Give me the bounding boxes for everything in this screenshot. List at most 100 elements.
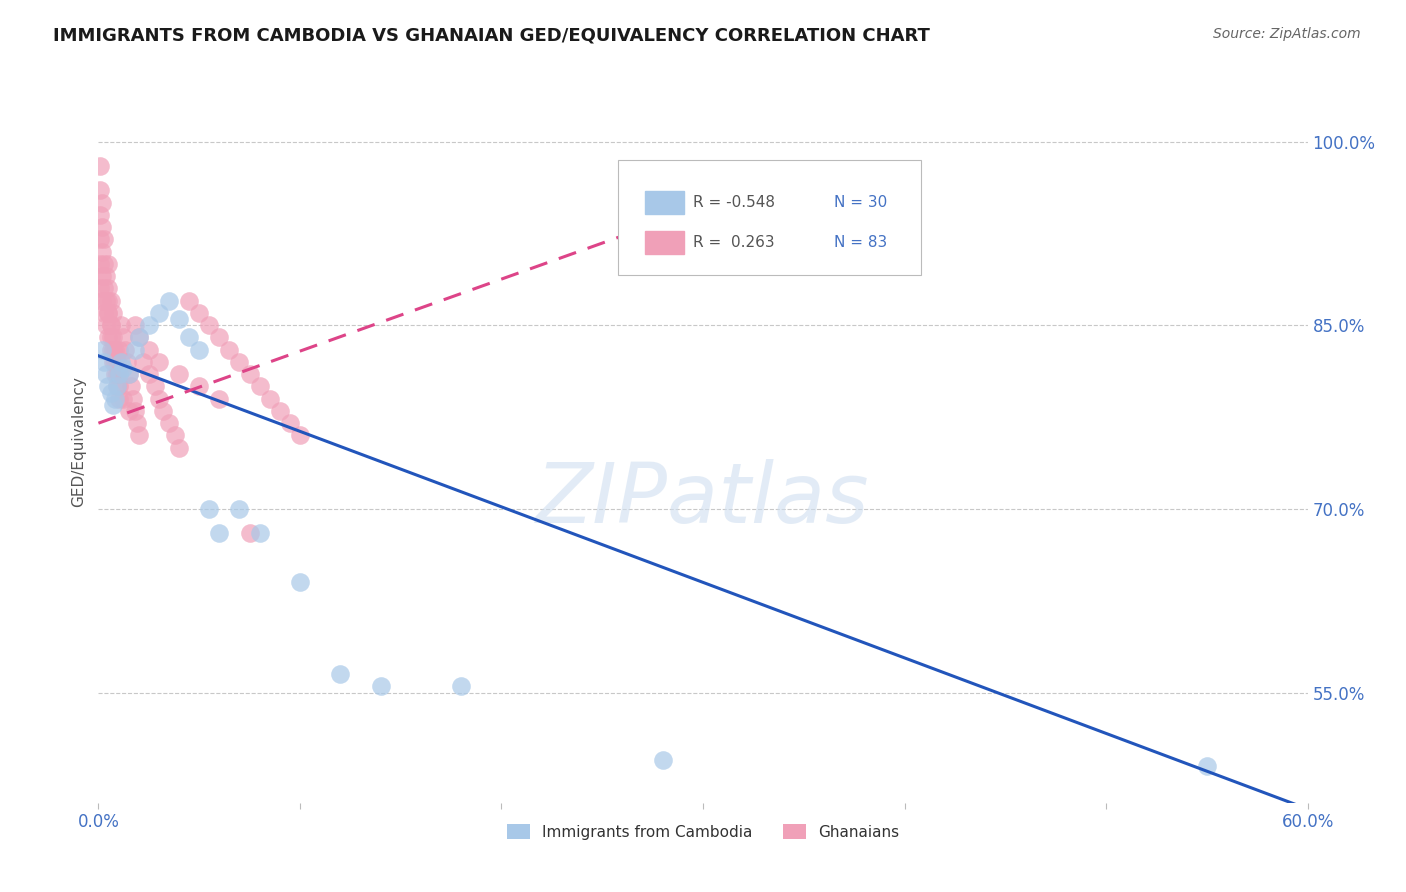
Point xyxy=(97,330,120,344)
Point xyxy=(93,232,115,246)
Point xyxy=(89,184,111,198)
Bar xyxy=(645,191,683,214)
Point xyxy=(179,330,201,344)
Point xyxy=(100,318,122,333)
Point xyxy=(249,379,271,393)
Text: ZIPatlas: ZIPatlas xyxy=(536,458,870,540)
Point xyxy=(103,367,125,381)
Y-axis label: GED/Equivalency: GED/Equivalency xyxy=(72,376,87,507)
Point xyxy=(138,367,160,381)
Point xyxy=(124,343,146,357)
Point xyxy=(105,355,128,369)
Point xyxy=(329,667,352,681)
Point xyxy=(105,367,128,381)
Point xyxy=(105,379,128,393)
Point xyxy=(228,502,250,516)
Point xyxy=(89,159,111,173)
Point xyxy=(115,355,138,369)
Point xyxy=(259,392,281,406)
Point xyxy=(91,343,114,357)
Point xyxy=(97,306,120,320)
Point xyxy=(89,257,111,271)
Point xyxy=(107,392,129,406)
Point xyxy=(100,385,122,400)
Point xyxy=(97,306,120,320)
Point xyxy=(101,330,124,344)
Point xyxy=(114,343,136,357)
Point xyxy=(107,367,129,381)
Point xyxy=(101,355,124,369)
Text: N = 30: N = 30 xyxy=(834,194,887,210)
Point xyxy=(157,416,180,430)
Point xyxy=(148,355,170,369)
Point xyxy=(91,220,114,235)
Point xyxy=(96,367,118,381)
Text: IMMIGRANTS FROM CAMBODIA VS GHANAIAN GED/EQUIVALENCY CORRELATION CHART: IMMIGRANTS FROM CAMBODIA VS GHANAIAN GED… xyxy=(53,27,931,45)
Text: N = 83: N = 83 xyxy=(834,235,887,251)
Point xyxy=(125,416,148,430)
Point xyxy=(239,526,262,541)
Text: Source: ZipAtlas.com: Source: ZipAtlas.com xyxy=(1213,27,1361,41)
Point xyxy=(93,306,115,320)
Point xyxy=(288,428,311,442)
Point xyxy=(91,244,114,259)
Point xyxy=(97,257,120,271)
Point xyxy=(124,318,146,333)
Point xyxy=(118,367,141,381)
Point xyxy=(163,428,186,442)
Point xyxy=(96,318,118,333)
Point xyxy=(157,293,180,308)
Point xyxy=(208,330,231,344)
Point xyxy=(111,361,134,376)
Point xyxy=(138,318,160,333)
Point xyxy=(120,379,142,393)
Point xyxy=(118,404,141,418)
Point xyxy=(110,318,132,333)
Point xyxy=(288,575,311,590)
Point xyxy=(101,398,124,412)
Point xyxy=(198,502,221,516)
Point xyxy=(188,343,211,357)
Point xyxy=(278,416,301,430)
Point xyxy=(107,379,129,393)
Text: R = -0.548: R = -0.548 xyxy=(693,194,775,210)
Point xyxy=(111,392,134,406)
Point xyxy=(208,526,231,541)
Point xyxy=(100,293,122,308)
Point xyxy=(100,330,122,344)
Point xyxy=(110,355,132,369)
Point xyxy=(1195,759,1218,773)
Point xyxy=(96,269,118,284)
Point xyxy=(143,379,166,393)
Point xyxy=(239,367,262,381)
Point xyxy=(218,343,240,357)
Point xyxy=(93,257,115,271)
Legend: Immigrants from Cambodia, Ghanaians: Immigrants from Cambodia, Ghanaians xyxy=(501,818,905,846)
Point xyxy=(208,392,231,406)
Point xyxy=(269,404,291,418)
Point xyxy=(103,392,125,406)
Point xyxy=(152,404,174,418)
Point xyxy=(93,355,115,369)
Point xyxy=(121,392,143,406)
Point xyxy=(148,306,170,320)
Point xyxy=(128,428,150,442)
Point xyxy=(96,293,118,308)
Point xyxy=(138,343,160,357)
Point xyxy=(179,293,201,308)
Point xyxy=(188,379,211,393)
Point xyxy=(128,330,150,344)
Point xyxy=(103,343,125,357)
Point xyxy=(93,281,115,295)
Point xyxy=(91,293,114,308)
Point xyxy=(89,208,111,222)
Point xyxy=(167,367,190,381)
Point xyxy=(118,367,141,381)
Point xyxy=(89,281,111,295)
Point xyxy=(124,404,146,418)
Point xyxy=(101,343,124,357)
Point xyxy=(91,269,114,284)
Point xyxy=(105,379,128,393)
Point xyxy=(100,318,122,333)
Point xyxy=(97,293,120,308)
